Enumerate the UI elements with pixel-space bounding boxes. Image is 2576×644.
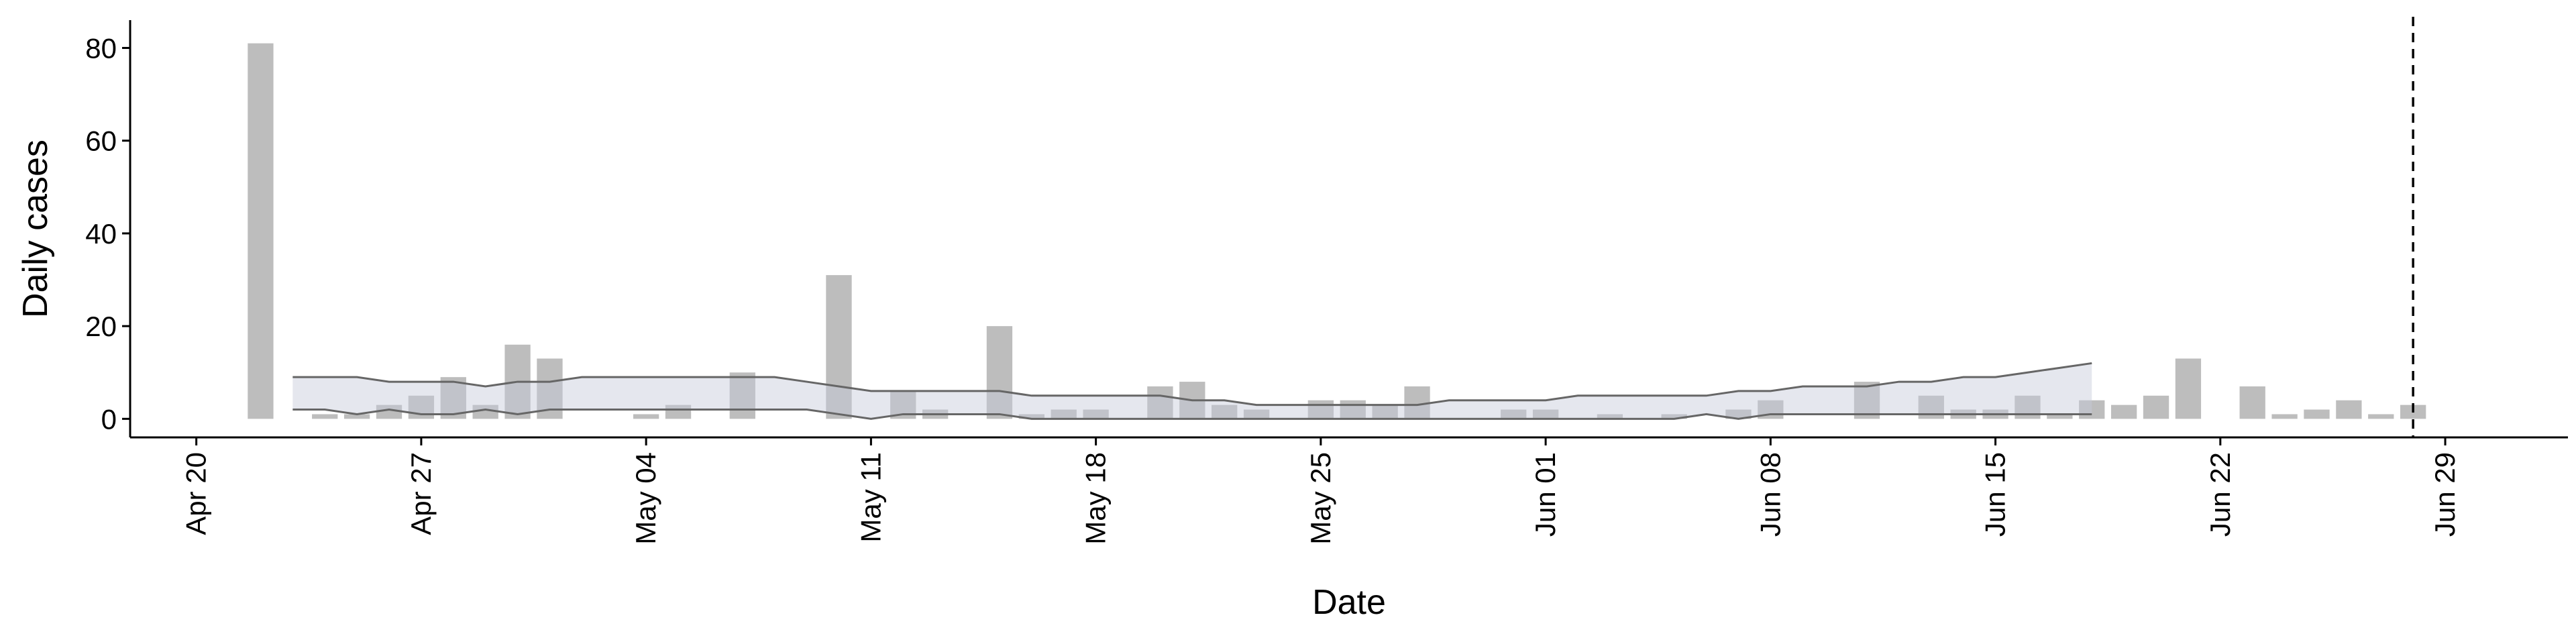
bar <box>1307 400 1334 419</box>
bar <box>2143 395 2169 419</box>
bar <box>312 414 338 419</box>
bar <box>665 405 692 419</box>
bar <box>2368 414 2394 419</box>
x-tick-label: Apr 27 <box>405 452 437 535</box>
bar <box>826 275 852 419</box>
bar <box>1404 386 1430 419</box>
bar <box>472 405 498 419</box>
bar <box>1661 414 1687 419</box>
bar <box>1243 409 1270 419</box>
bar <box>2047 414 2073 419</box>
x-tick-label: Apr 20 <box>180 452 212 535</box>
x-tick-label: May 25 <box>1305 452 1336 545</box>
bar <box>2110 405 2137 419</box>
x-axis-label: Date <box>1312 583 1386 622</box>
bar <box>2336 400 2362 419</box>
x-tick-label: Jun 15 <box>1980 452 2011 537</box>
x-tick-label: May 18 <box>1080 452 1112 545</box>
bar <box>1212 405 1238 419</box>
x-tick-label: Jun 01 <box>1529 452 1561 537</box>
x-tick-label: May 04 <box>630 452 661 545</box>
bar <box>1340 400 1366 419</box>
x-tick-label: May 11 <box>855 452 886 543</box>
bar <box>1597 414 1623 419</box>
bar <box>1018 414 1044 419</box>
y-tick-label: 40 <box>85 218 117 250</box>
bar <box>1051 409 1077 419</box>
bar <box>2079 400 2105 419</box>
bar <box>248 43 274 419</box>
bar <box>986 326 1013 419</box>
bar <box>2239 386 2265 419</box>
x-tick-label: Jun 08 <box>1754 452 1786 537</box>
bar <box>376 405 402 419</box>
bar <box>633 414 659 419</box>
bar <box>1725 409 1752 419</box>
bar <box>1532 409 1559 419</box>
bar <box>2271 414 2298 419</box>
bar <box>729 372 755 419</box>
x-tick-label: Jun 29 <box>2429 452 2461 537</box>
bar <box>1854 382 1880 419</box>
x-tick-label: Jun 22 <box>2204 452 2236 537</box>
upper-line <box>292 362 2092 407</box>
bar <box>440 377 466 419</box>
bar <box>343 414 370 419</box>
lower-line <box>292 409 2092 420</box>
bar <box>2304 409 2330 419</box>
bar <box>2175 358 2202 419</box>
y-tick-label: 60 <box>85 125 117 157</box>
y-tick-label: 80 <box>85 32 117 64</box>
y-tick-label: 0 <box>101 403 117 435</box>
bar <box>1147 386 1173 419</box>
bar <box>1501 409 1527 419</box>
y-axis-label: Daily cases <box>16 140 55 318</box>
y-tick-label: 20 <box>85 311 117 342</box>
bar <box>1372 405 1398 419</box>
bar <box>1083 409 1109 419</box>
